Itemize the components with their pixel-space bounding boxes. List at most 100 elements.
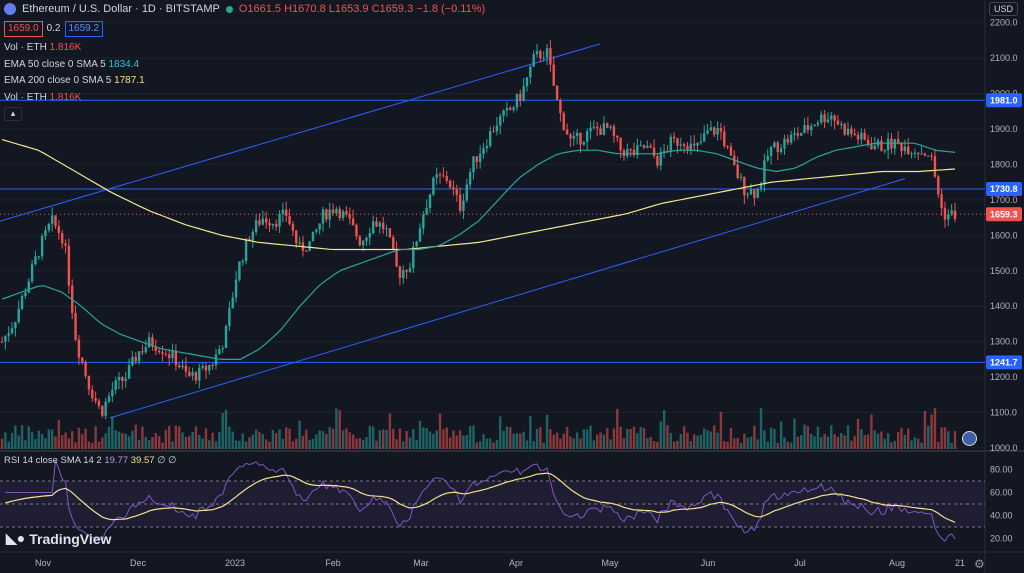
candle-body <box>20 295 24 309</box>
volume-bar <box>211 432 214 449</box>
volume-bar <box>231 431 234 449</box>
volume-bar <box>432 433 435 449</box>
candle-body <box>281 209 285 215</box>
currency-button[interactable]: USD <box>988 2 1018 16</box>
candle-body <box>585 131 589 142</box>
candle-body <box>448 180 452 188</box>
candle-body <box>672 136 676 139</box>
ema50-value: 1834.4 <box>108 59 140 70</box>
price-tick-label: 1300.0 <box>990 337 1018 347</box>
candle-body <box>856 134 860 140</box>
ema50-legend[interactable]: EMA 50 close 0 SMA 5 1834.4 <box>4 59 139 70</box>
candle-body <box>709 127 713 131</box>
volume-bar <box>418 420 422 449</box>
volume-bar <box>519 433 522 449</box>
volume-bar <box>890 442 893 449</box>
volume-bar <box>753 425 756 449</box>
price-tick-label: 2200.0 <box>990 18 1018 28</box>
volume-bar <box>34 438 37 449</box>
volume-bar <box>191 432 194 449</box>
trade-buttons: 1659.0 0.2 1659.2 <box>4 21 104 37</box>
tradingview-logo[interactable]: ◣● TradingView <box>6 530 111 547</box>
volume-bar <box>860 429 863 449</box>
candle-body <box>616 135 619 138</box>
candle-body <box>522 86 525 101</box>
volume-bar <box>47 429 51 449</box>
volume-bar <box>0 438 4 449</box>
volume-bar <box>458 430 462 449</box>
time-tick-label: Dec <box>130 558 147 568</box>
candle-body <box>104 401 107 416</box>
candle-body <box>388 228 392 238</box>
volume-bar <box>228 426 231 449</box>
candle-body <box>308 241 311 252</box>
candle-body <box>154 346 158 351</box>
volume-bar <box>585 429 589 449</box>
volume-bar <box>559 438 562 449</box>
candle-body <box>826 119 830 123</box>
rsi-legend[interactable]: RSI 14 close SMA 14 2 19.77 39.57 ∅ ∅ <box>4 455 176 466</box>
volume-bar <box>4 432 7 449</box>
volume-bar <box>930 414 933 449</box>
volume-label-2: Vol · ETH <box>4 92 47 103</box>
volume-bar <box>208 440 211 449</box>
volume-bar <box>295 438 298 449</box>
ema200-legend[interactable]: EMA 200 close 0 SMA 5 1787.1 <box>4 75 145 86</box>
gear-icon[interactable]: ⚙ <box>974 557 985 571</box>
volume-bar <box>482 434 485 449</box>
candle-body <box>793 133 796 135</box>
volume-bar <box>900 427 903 449</box>
candle-body <box>121 377 124 381</box>
candle-body <box>208 365 211 371</box>
candle-body <box>445 176 448 181</box>
ema50-line <box>1 142 956 360</box>
volume-bar <box>502 430 505 449</box>
volume-legend[interactable]: Vol · ETH 1.816K <box>4 42 81 53</box>
candle-body <box>442 175 445 177</box>
candle-body <box>288 215 291 225</box>
candle-body <box>385 228 388 230</box>
volume-bar <box>81 434 84 449</box>
candle-body <box>866 139 870 145</box>
volume-bar <box>535 428 539 449</box>
volume-bar <box>10 432 14 449</box>
volume-bar <box>67 438 71 449</box>
sell-button[interactable]: 1659.0 <box>4 21 43 37</box>
us-flag-icon[interactable] <box>962 431 977 446</box>
volume-bar <box>398 428 402 449</box>
candle-body <box>378 222 382 227</box>
volume-bar <box>238 440 241 449</box>
volume-bar <box>679 434 683 449</box>
volume-bar <box>274 433 278 449</box>
candle-body <box>211 365 214 367</box>
symbol-title[interactable]: Ethereum / U.S. Dollar · 1D · BITSTAMP <box>22 3 220 15</box>
candle-body <box>703 133 706 142</box>
candle-body <box>525 77 529 87</box>
volume-bar <box>184 436 188 449</box>
candle-body <box>34 256 37 265</box>
volume-bar <box>178 426 181 449</box>
volume-bar <box>365 437 368 449</box>
candle-body <box>806 124 810 131</box>
candle-body <box>114 380 117 390</box>
candle-body <box>117 377 121 381</box>
candle-body <box>348 214 351 219</box>
candle-body <box>428 194 432 209</box>
price-tick-label: 1100.0 <box>990 408 1017 418</box>
volume-legend-2[interactable]: Vol · ETH 1.816K <box>4 92 81 103</box>
symbol-header[interactable]: Ethereum / U.S. Dollar · 1D · BITSTAMP O… <box>4 3 485 15</box>
time-tick-label: Jun <box>701 558 716 568</box>
volume-bar <box>101 437 104 449</box>
buy-button[interactable]: 1659.2 <box>64 21 104 37</box>
volume-bar <box>769 427 773 449</box>
volume-bar <box>723 441 726 449</box>
volume-bar <box>492 442 495 449</box>
volume-bar <box>672 441 676 449</box>
candle-body <box>87 375 91 390</box>
chevron-up-icon[interactable]: ▴ <box>4 107 22 121</box>
candle-body <box>144 347 147 353</box>
price-tick-label: 1600.0 <box>990 230 1018 240</box>
volume-bar <box>221 412 224 449</box>
volume-bar <box>164 429 168 449</box>
